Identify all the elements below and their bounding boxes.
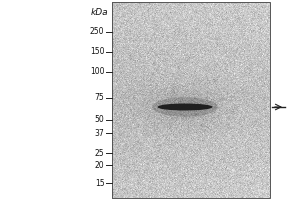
Ellipse shape — [158, 104, 212, 110]
Ellipse shape — [152, 97, 218, 117]
Text: kDa: kDa — [90, 8, 108, 17]
Text: 20: 20 — [95, 160, 104, 170]
Text: 150: 150 — [90, 47, 104, 56]
Text: 50: 50 — [95, 116, 104, 124]
Text: 75: 75 — [95, 94, 104, 102]
Text: 25: 25 — [95, 148, 104, 158]
Bar — [112, 2, 270, 198]
Text: 100: 100 — [90, 68, 104, 76]
Text: 15: 15 — [95, 178, 104, 188]
Text: 37: 37 — [95, 129, 104, 138]
Text: 250: 250 — [90, 27, 104, 36]
